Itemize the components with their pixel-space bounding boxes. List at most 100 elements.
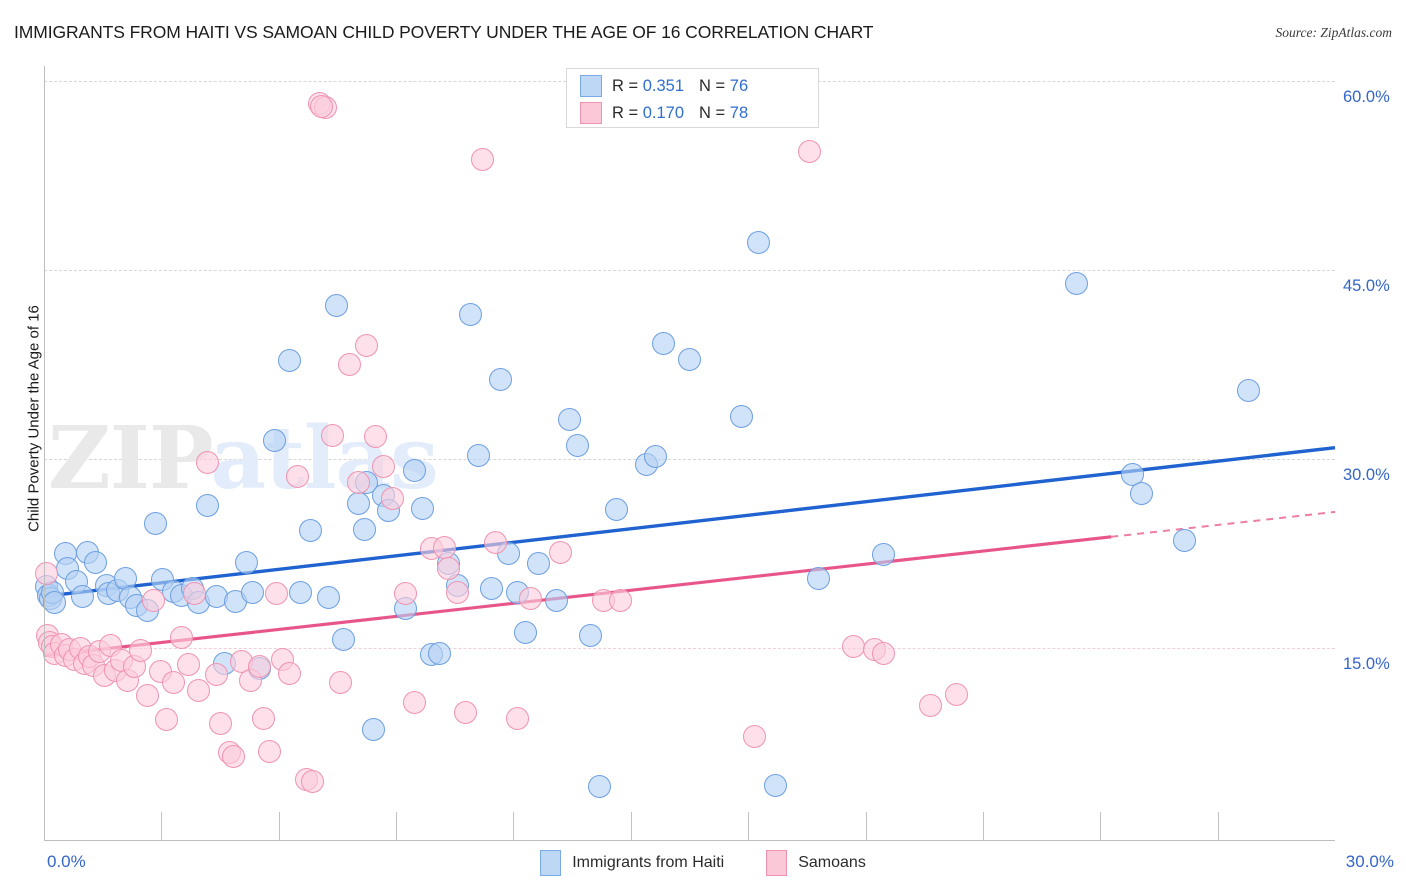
series-legend-item-samoans[interactable]: Samoans xyxy=(766,850,866,876)
scatter-point xyxy=(142,588,166,612)
scatter-point xyxy=(445,581,469,605)
scatter-point xyxy=(288,581,312,605)
scatter-point xyxy=(161,670,185,694)
scatter-point xyxy=(43,591,67,615)
trendline-haiti xyxy=(43,445,1336,599)
scatter-point xyxy=(241,581,265,605)
scatter-point xyxy=(84,550,108,574)
scatter-point xyxy=(871,641,895,665)
scatter-point xyxy=(135,684,159,708)
scatter-point xyxy=(402,458,426,482)
scatter-point xyxy=(1129,481,1153,505)
scatter-point xyxy=(196,494,220,518)
legend-swatch-samoans xyxy=(580,102,602,124)
scatter-point xyxy=(170,626,194,650)
x-axis-line xyxy=(44,840,1335,841)
scatter-point xyxy=(286,465,310,489)
scatter-point xyxy=(871,543,895,567)
scatter-point xyxy=(505,707,529,731)
scatter-point xyxy=(746,230,770,254)
scatter-point xyxy=(325,293,349,317)
scatter-point xyxy=(71,584,95,608)
series-legend-swatch-samoans xyxy=(766,850,788,876)
scatter-point xyxy=(262,428,286,452)
scatter-point xyxy=(1172,529,1196,553)
series-legend-item-haiti[interactable]: Immigrants from Haiti xyxy=(540,850,724,876)
source-attribution: Source: ZipAtlas.com xyxy=(1275,25,1392,40)
legend-r-label-haiti: R = xyxy=(612,76,643,95)
legend-row-samoans: R = 0.170 N = 78 xyxy=(580,100,748,126)
scatter-point xyxy=(329,670,353,694)
series-legend-swatch-haiti xyxy=(540,850,562,876)
scatter-point xyxy=(480,577,504,601)
trendline-samoans-extrapolated xyxy=(1111,510,1336,538)
trendline-samoans xyxy=(43,535,1112,658)
x-axis-tick xyxy=(982,812,984,840)
scatter-point xyxy=(34,562,58,586)
x-axis-tick xyxy=(748,812,750,840)
scatter-point xyxy=(841,635,865,659)
gridline-30 xyxy=(44,459,1335,460)
scatter-point xyxy=(944,683,968,707)
scatter-point xyxy=(604,497,628,521)
legend-row-haiti: R = 0.351 N = 76 xyxy=(580,73,748,99)
scatter-point xyxy=(264,582,288,606)
scatter-point xyxy=(742,724,766,748)
scatter-point xyxy=(346,471,370,495)
x-tick-label-min: 0.0% xyxy=(47,852,86,871)
scatter-point xyxy=(548,540,572,564)
scatter-point xyxy=(1237,379,1261,403)
scatter-point xyxy=(643,444,667,468)
scatter-point xyxy=(208,712,232,736)
scatter-point xyxy=(918,694,942,718)
scatter-point xyxy=(277,349,301,373)
legend-n-value-samoans: 78 xyxy=(729,103,749,122)
y-tick-label-30: 30.0% xyxy=(1343,466,1390,484)
scatter-point xyxy=(432,535,456,559)
series-legend-label-haiti: Immigrants from Haiti xyxy=(572,854,725,871)
plot-area: ZIPatlas xyxy=(34,66,1336,840)
scatter-point xyxy=(196,451,220,475)
scatter-point xyxy=(331,627,355,651)
scatter-point xyxy=(764,773,788,797)
scatter-point xyxy=(183,582,207,606)
scatter-point xyxy=(338,353,362,376)
scatter-point xyxy=(484,530,508,554)
scatter-point xyxy=(454,700,478,724)
scatter-point xyxy=(316,586,340,610)
legend-r-value-samoans: 0.170 xyxy=(642,103,685,122)
legend-n-label-samoans: N = xyxy=(699,103,730,122)
y-tick-label-45: 45.0% xyxy=(1343,277,1390,295)
correlation-legend: R = 0.351 N = 76 R = 0.170 N = 78 xyxy=(566,68,819,128)
x-axis-tick xyxy=(865,812,867,840)
scatter-point xyxy=(320,423,344,447)
trendlines xyxy=(43,445,1336,658)
x-axis-tick xyxy=(513,812,515,840)
gridline-45 xyxy=(44,270,1335,271)
scatter-point xyxy=(346,491,370,515)
scatter-point xyxy=(277,661,301,685)
legend-n-label-haiti: N = xyxy=(699,76,730,95)
scatter-point xyxy=(393,582,417,606)
scatter-point xyxy=(428,641,452,665)
scatter-point xyxy=(544,588,568,612)
scatter-point xyxy=(807,567,831,591)
scatter-point xyxy=(518,587,542,611)
scatter-point xyxy=(363,424,387,448)
legend-n-value-haiti: 76 xyxy=(729,76,749,95)
scatter-point xyxy=(557,408,581,432)
x-axis-tick xyxy=(630,812,632,840)
scatter-point xyxy=(204,662,228,686)
scatter-point xyxy=(798,140,822,164)
scatter-point xyxy=(488,368,512,392)
scatter-point xyxy=(652,331,676,355)
scatter-point xyxy=(579,623,603,647)
x-axis-tick xyxy=(396,812,398,840)
scatter-point xyxy=(144,511,168,535)
scatter-point xyxy=(372,455,396,479)
gridline-15 xyxy=(44,648,1335,649)
series-legend: Immigrants from Haiti Samoans xyxy=(0,850,1406,876)
x-axis-tick xyxy=(1217,812,1219,840)
scatter-point xyxy=(411,496,435,520)
scatter-point xyxy=(587,775,611,799)
